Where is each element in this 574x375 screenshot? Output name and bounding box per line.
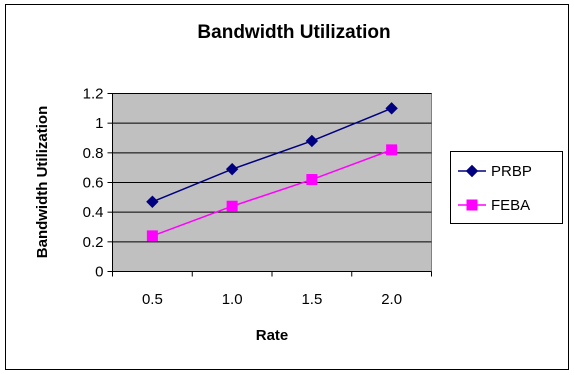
data-point xyxy=(225,162,239,176)
y-tick-label: 0 xyxy=(95,264,103,281)
x-tick-label: 1.5 xyxy=(301,291,322,308)
series-layer xyxy=(146,102,398,242)
x-axis-ticks: 0.5 1.0 1.5 2.0 xyxy=(112,271,432,308)
y-tick-label: 0.8 xyxy=(83,145,104,162)
legend-label: PRBP xyxy=(491,163,532,180)
y-tick-label: 0.4 xyxy=(83,204,104,221)
data-point xyxy=(306,174,318,186)
data-point xyxy=(226,200,238,212)
data-point xyxy=(305,134,319,148)
y-tick-label: 0.6 xyxy=(83,175,104,192)
legend-item-prbp: PRBP xyxy=(458,163,532,180)
legend-item-feba: FEBA xyxy=(458,197,530,214)
y-tick-label: 1 xyxy=(95,115,103,132)
series-feba xyxy=(146,144,398,242)
y-axis-ticks: 0 0.2 0.4 0.6 0.8 1 1.2 xyxy=(83,86,113,281)
y-tick-label: 0.2 xyxy=(83,234,104,251)
series-line xyxy=(152,149,392,237)
chart-title: Bandwidth Utilization xyxy=(197,22,390,43)
data-point xyxy=(146,195,159,208)
legend-label: FEBA xyxy=(491,197,530,214)
x-axis-title: Rate xyxy=(256,327,289,344)
legend: PRBP FEBA xyxy=(458,163,532,214)
series-line xyxy=(152,107,392,203)
legend-marker xyxy=(466,199,478,211)
data-point xyxy=(385,102,398,115)
data-point xyxy=(386,144,398,156)
data-point xyxy=(146,230,158,242)
x-tick-label: 0.5 xyxy=(142,291,163,308)
x-tick-label: 2.0 xyxy=(381,291,402,308)
y-tick-label: 1.2 xyxy=(83,86,104,103)
y-axis-title: Bandwidth Utilization xyxy=(34,106,51,258)
series-prbp xyxy=(146,102,398,208)
grid-lines xyxy=(112,93,432,243)
legend-box xyxy=(450,151,563,224)
legend-marker xyxy=(465,164,479,178)
x-tick-label: 1.0 xyxy=(222,291,243,308)
